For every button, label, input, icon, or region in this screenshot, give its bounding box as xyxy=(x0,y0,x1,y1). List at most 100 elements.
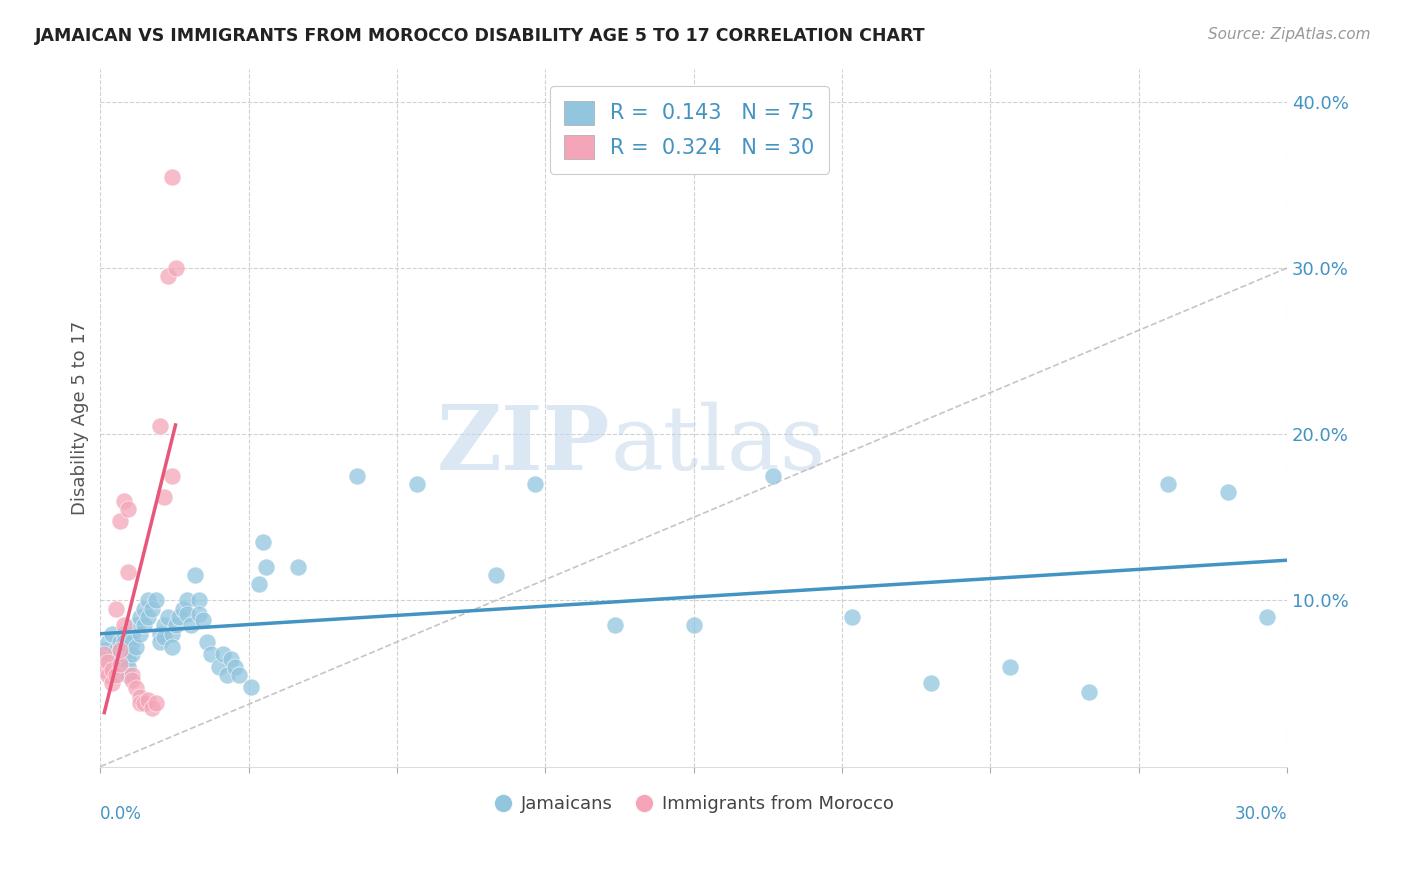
Point xyxy=(105,668,128,682)
Point xyxy=(117,502,139,516)
Text: 30.0%: 30.0% xyxy=(1234,805,1286,823)
Point xyxy=(117,565,139,579)
Point xyxy=(129,610,152,624)
Point xyxy=(117,640,139,654)
Point xyxy=(117,651,139,665)
Point xyxy=(156,269,179,284)
Point xyxy=(112,647,135,661)
Point xyxy=(129,626,152,640)
Point xyxy=(224,660,246,674)
Point xyxy=(121,673,143,688)
Point xyxy=(160,468,183,483)
Text: atlas: atlas xyxy=(610,401,825,489)
Point xyxy=(287,560,309,574)
Point xyxy=(125,640,148,654)
Point xyxy=(121,668,143,682)
Point xyxy=(256,560,278,574)
Point xyxy=(160,169,183,184)
Point xyxy=(101,676,124,690)
Point xyxy=(208,660,231,674)
Point xyxy=(1078,685,1101,699)
Point xyxy=(193,613,215,627)
Point xyxy=(920,676,942,690)
Point xyxy=(160,640,183,654)
Point xyxy=(180,618,202,632)
Point xyxy=(841,610,863,624)
Point xyxy=(97,651,120,665)
Point xyxy=(682,618,704,632)
Point xyxy=(405,477,427,491)
Point xyxy=(149,626,172,640)
Point xyxy=(176,607,198,621)
Point xyxy=(101,660,124,674)
Point xyxy=(165,618,187,632)
Point xyxy=(200,647,222,661)
Point xyxy=(485,568,508,582)
Point xyxy=(188,607,211,621)
Point xyxy=(93,647,115,661)
Legend: Jamaicans, Immigrants from Morocco: Jamaicans, Immigrants from Morocco xyxy=(486,788,901,821)
Text: JAMAICAN VS IMMIGRANTS FROM MOROCCO DISABILITY AGE 5 TO 17 CORRELATION CHART: JAMAICAN VS IMMIGRANTS FROM MOROCCO DISA… xyxy=(35,27,925,45)
Point xyxy=(603,618,626,632)
Point xyxy=(998,660,1021,674)
Point xyxy=(108,643,131,657)
Point xyxy=(1157,477,1180,491)
Point xyxy=(152,618,174,632)
Point xyxy=(149,418,172,433)
Point xyxy=(117,660,139,674)
Point xyxy=(112,635,135,649)
Point xyxy=(117,668,139,682)
Point xyxy=(184,568,207,582)
Point xyxy=(108,514,131,528)
Point xyxy=(212,647,235,661)
Point xyxy=(169,610,191,624)
Point xyxy=(228,668,250,682)
Point xyxy=(125,681,148,696)
Point xyxy=(105,601,128,615)
Point xyxy=(97,668,120,682)
Point xyxy=(93,663,115,677)
Point xyxy=(145,697,167,711)
Point xyxy=(105,643,128,657)
Point xyxy=(1216,485,1239,500)
Point xyxy=(160,626,183,640)
Point xyxy=(1256,610,1278,624)
Text: ZIP: ZIP xyxy=(437,402,610,489)
Point xyxy=(108,663,131,677)
Point xyxy=(105,651,128,665)
Point xyxy=(172,601,194,615)
Point xyxy=(141,701,163,715)
Point xyxy=(93,643,115,657)
Point xyxy=(195,635,218,649)
Point xyxy=(247,576,270,591)
Point xyxy=(112,618,135,632)
Y-axis label: Disability Age 5 to 17: Disability Age 5 to 17 xyxy=(72,320,89,515)
Point xyxy=(112,493,135,508)
Point xyxy=(219,651,242,665)
Point xyxy=(176,593,198,607)
Point xyxy=(132,697,155,711)
Point xyxy=(156,610,179,624)
Point xyxy=(152,491,174,505)
Point xyxy=(524,477,547,491)
Point xyxy=(101,626,124,640)
Point xyxy=(215,668,238,682)
Point xyxy=(129,690,152,704)
Point xyxy=(112,626,135,640)
Point xyxy=(132,601,155,615)
Point xyxy=(136,593,159,607)
Point xyxy=(188,593,211,607)
Point xyxy=(252,535,274,549)
Point xyxy=(97,655,120,669)
Point xyxy=(105,668,128,682)
Point xyxy=(121,635,143,649)
Point xyxy=(149,635,172,649)
Point xyxy=(762,468,785,483)
Point xyxy=(108,635,131,649)
Point xyxy=(141,601,163,615)
Point xyxy=(145,593,167,607)
Point xyxy=(129,697,152,711)
Text: Source: ZipAtlas.com: Source: ZipAtlas.com xyxy=(1208,27,1371,42)
Point xyxy=(132,618,155,632)
Text: 0.0%: 0.0% xyxy=(100,805,142,823)
